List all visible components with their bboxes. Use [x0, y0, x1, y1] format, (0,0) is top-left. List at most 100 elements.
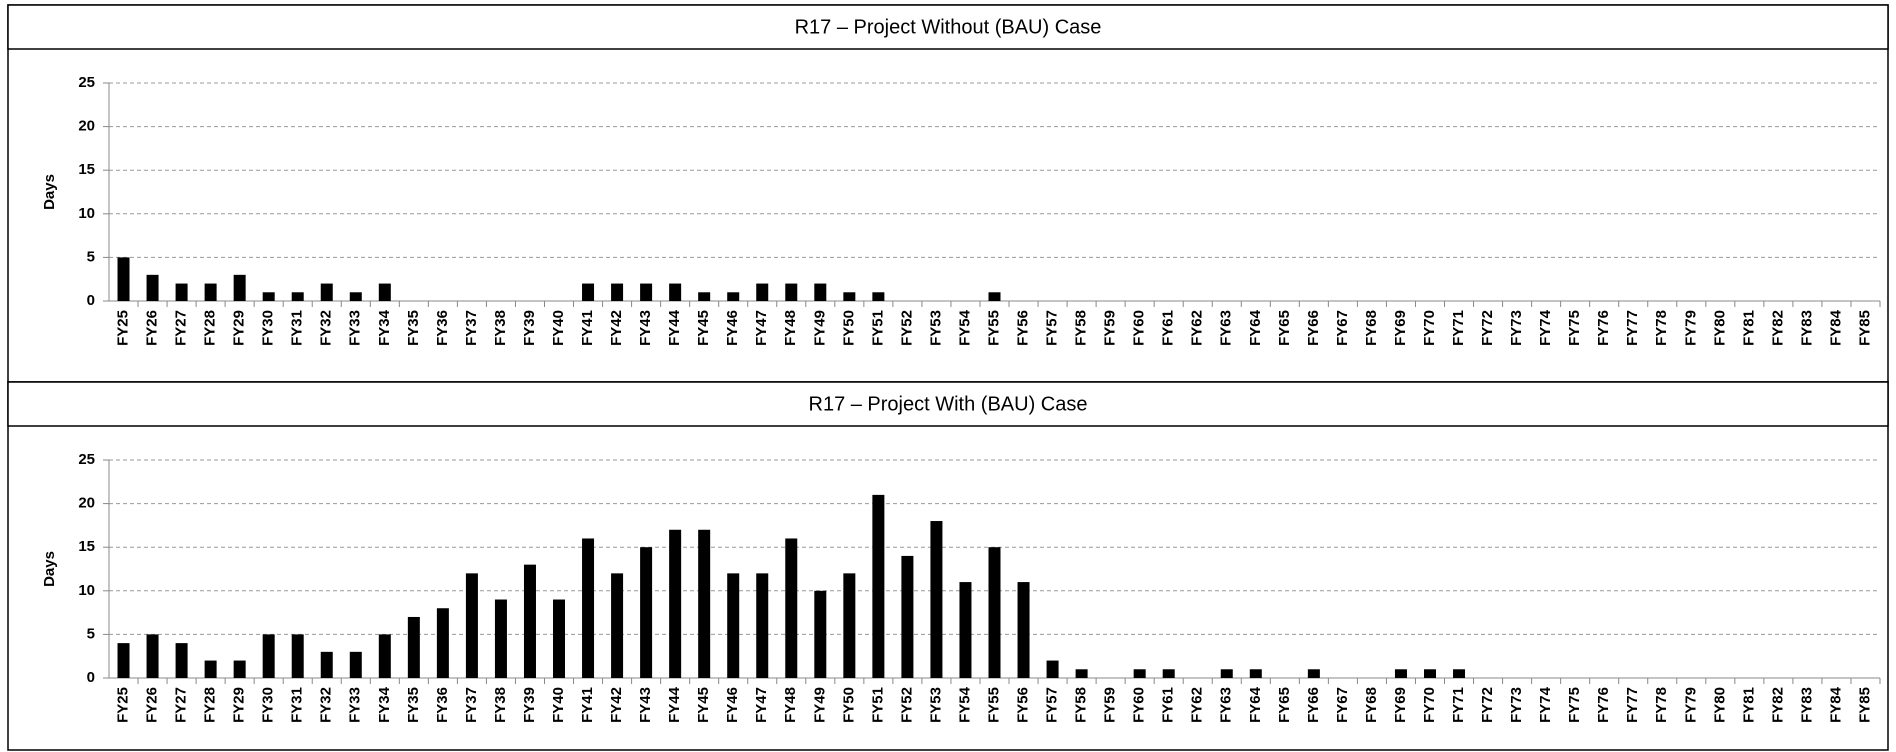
x-tick-label: FY27 — [173, 687, 190, 723]
x-tick-label: FY65 — [1276, 310, 1293, 346]
x-tick-label: FY50 — [840, 310, 857, 346]
x-tick-label: FY61 — [1160, 687, 1177, 723]
bar — [117, 257, 130, 301]
x-tick-label: FY71 — [1450, 310, 1467, 346]
x-tick-label: FY39 — [521, 310, 538, 346]
bar — [930, 521, 943, 678]
bar — [1423, 669, 1436, 678]
x-tick-label: FY78 — [1653, 687, 1670, 723]
x-tick-label: FY80 — [1711, 687, 1728, 723]
bar — [1162, 669, 1175, 678]
bar — [523, 564, 536, 678]
x-tick-label: FY32 — [318, 687, 335, 723]
x-tick-label: FY78 — [1653, 310, 1670, 346]
x-tick-label: FY42 — [608, 687, 625, 723]
bar — [988, 292, 1001, 301]
x-tick-label: FY64 — [1247, 686, 1264, 723]
x-tick-label: FY59 — [1102, 687, 1119, 723]
bar — [785, 538, 798, 678]
bar — [814, 283, 827, 301]
x-tick-label: FY57 — [1044, 687, 1061, 723]
x-tick-label: FY85 — [1856, 687, 1873, 723]
x-tick-label: FY41 — [579, 687, 596, 723]
x-tick-label: FY28 — [202, 310, 219, 346]
bar — [959, 582, 972, 678]
x-tick-label: FY71 — [1450, 687, 1467, 723]
y-tick-label: 0 — [87, 669, 95, 686]
x-tick-label: FY44 — [666, 309, 683, 346]
x-tick-label: FY52 — [898, 687, 915, 723]
x-tick-label: FY68 — [1363, 687, 1380, 723]
x-tick-label: FY76 — [1595, 310, 1612, 346]
x-tick-label: FY48 — [782, 687, 799, 723]
bar — [378, 283, 391, 301]
x-tick-label: FY75 — [1566, 310, 1583, 346]
bar — [582, 283, 595, 301]
bar — [175, 283, 188, 301]
x-tick-label: FY70 — [1421, 687, 1438, 723]
bar — [669, 529, 682, 678]
x-tick-label: FY63 — [1218, 687, 1235, 723]
x-tick-label: FY83 — [1798, 687, 1815, 723]
x-tick-label: FY55 — [985, 687, 1002, 723]
x-tick-label: FY47 — [753, 310, 770, 346]
x-tick-label: FY62 — [1189, 687, 1206, 723]
bar — [553, 599, 566, 678]
x-tick-label: FY82 — [1769, 687, 1786, 723]
bar — [988, 547, 1001, 678]
x-tick-label: FY28 — [202, 687, 219, 723]
x-tick-label: FY81 — [1740, 687, 1757, 723]
x-tick-label: FY38 — [492, 687, 509, 723]
bar — [785, 283, 798, 301]
x-tick-label: FY66 — [1305, 310, 1322, 346]
bar — [1075, 669, 1088, 678]
chart-title: R17 – Project With (BAU) Case — [809, 393, 1088, 415]
x-tick-label: FY62 — [1189, 310, 1206, 346]
x-tick-label: FY46 — [724, 687, 741, 723]
title-bar — [7, 381, 1889, 427]
x-tick-label: FY38 — [492, 310, 509, 346]
bar — [872, 494, 885, 678]
x-tick-label: FY75 — [1566, 687, 1583, 723]
x-tick-label: FY35 — [405, 687, 422, 723]
x-tick-label: FY73 — [1508, 687, 1525, 723]
bar — [175, 643, 188, 678]
x-tick-label: FY40 — [550, 687, 567, 723]
x-tick-label: FY79 — [1682, 310, 1699, 346]
x-tick-label: FY79 — [1682, 687, 1699, 723]
bar — [146, 634, 159, 678]
x-tick-label: FY72 — [1479, 310, 1496, 346]
x-tick-label: FY55 — [985, 310, 1002, 346]
x-tick-label: FY37 — [463, 687, 480, 723]
x-tick-label: FY60 — [1131, 687, 1148, 723]
bar — [1453, 669, 1466, 678]
x-tick-label: FY50 — [840, 687, 857, 723]
x-tick-label: FY52 — [898, 310, 915, 346]
y-tick-label: 0 — [87, 292, 95, 309]
x-tick-label: FY30 — [260, 687, 277, 723]
x-tick-label: FY74 — [1537, 309, 1554, 346]
x-tick-label: FY47 — [753, 687, 770, 723]
y-tick-label: 20 — [78, 118, 95, 135]
y-tick-label: 15 — [78, 161, 95, 178]
title-bar — [7, 4, 1889, 50]
x-tick-label: FY56 — [1015, 687, 1032, 723]
bar — [233, 660, 246, 678]
bar — [843, 292, 856, 301]
bar — [204, 660, 217, 678]
bar — [494, 599, 507, 678]
x-tick-label: FY33 — [347, 687, 364, 723]
x-tick-label: FY58 — [1073, 310, 1090, 346]
x-tick-label: FY54 — [956, 309, 973, 346]
x-tick-label: FY69 — [1392, 687, 1409, 723]
bar — [611, 283, 624, 301]
x-tick-label: FY54 — [956, 686, 973, 723]
x-tick-label: FY26 — [144, 687, 161, 723]
x-tick-label: FY25 — [114, 310, 131, 346]
x-tick-label: FY26 — [144, 310, 161, 346]
bar — [1133, 669, 1146, 678]
x-tick-label: FY80 — [1711, 310, 1728, 346]
x-tick-label: FY67 — [1334, 310, 1351, 346]
chart-title: R17 – Project Without (BAU) Case — [795, 16, 1102, 38]
x-tick-label: FY29 — [231, 687, 248, 723]
